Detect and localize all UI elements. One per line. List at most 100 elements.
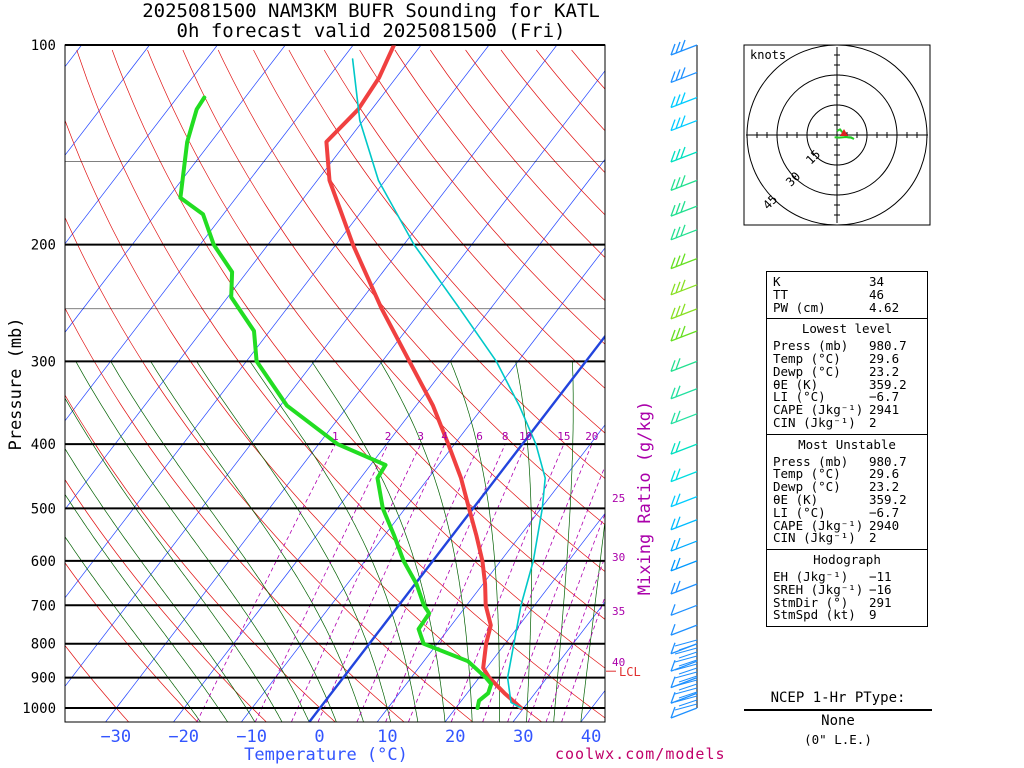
stat-label: Dewp (°C): [773, 479, 841, 495]
most-unstable-section: Most Unstable Press (mb) 980.7 Temp (°C) 29.…: [767, 433, 927, 549]
stat-row: PW (cm) 4.62: [773, 299, 921, 315]
wind-barb: [670, 115, 698, 132]
pressure-tick-label: 1000: [22, 701, 56, 717]
wind-barb-low: [678, 659, 698, 667]
x-axis-label: Temperature (°C): [244, 745, 408, 765]
stat-row: StmSpd (kt) 9: [773, 609, 921, 622]
dry-adiabat-line: [253, 49, 605, 479]
mixing-ratio-side-label: 30: [612, 551, 625, 564]
wind-barb: [670, 39, 698, 56]
stat-row: CAPE (Jkg⁻¹) 2940: [773, 517, 921, 533]
source-credit: coolwx.com/models: [555, 745, 726, 763]
stat-row: Press (mb) 980.7: [773, 453, 921, 469]
wind-barb: [670, 325, 698, 342]
wind-barb: [670, 676, 698, 689]
mixing-ratio-line: [450, 444, 565, 722]
stat-value: 359.2: [869, 376, 907, 392]
dry-adiabat-line: [465, 49, 605, 216]
stat-value: 2940: [869, 517, 900, 533]
stat-label: EH (Jkg⁻¹): [773, 568, 849, 584]
stat-label: Press (mb): [773, 453, 849, 469]
dry-adiabat-line: [147, 49, 605, 620]
stat-row: Temp (°C) 29.6: [773, 468, 921, 481]
mixing-ratio-line: [545, 556, 605, 722]
stat-label: StmDir (°): [773, 594, 849, 610]
stat-label: LI (°C): [773, 389, 826, 405]
stat-value: 980.7: [869, 453, 907, 469]
temperature-tick-label: −20: [168, 727, 199, 747]
stat-label: PW (cm): [773, 299, 826, 315]
hodograph-units-label: knots: [750, 48, 786, 62]
wind-barb: [670, 706, 698, 719]
dry-adiabat-line: [182, 49, 605, 573]
stat-row: TT 46: [773, 288, 921, 302]
stat-value: 359.2: [869, 491, 907, 507]
isotherm-line: [105, 70, 605, 722]
background-grid: [65, 45, 605, 722]
stat-value: 34: [869, 274, 885, 289]
stat-value: 23.2: [869, 363, 900, 379]
stat-label: CAPE (Jkg⁻¹): [773, 517, 864, 533]
mixing-ratio-line: [196, 444, 336, 722]
stat-label: CIN (Jkg⁻¹): [773, 530, 856, 546]
mixing-ratio-line: [527, 512, 605, 722]
wind-barb: [670, 516, 698, 531]
ptype-value: None: [821, 713, 855, 729]
moist-adiabat-line: [150, 361, 364, 722]
stat-label: Temp (°C): [773, 466, 841, 482]
section-header: Hodograph: [813, 552, 881, 568]
stat-value: −16: [869, 581, 892, 597]
stat-value: 2: [869, 414, 877, 430]
dry-adiabat-line: [359, 49, 605, 345]
dry-adiabat-line: [65, 216, 474, 722]
indices-panel: K 34 TT 46 PW (cm) 4.62 Lowest level Press (mb…: [766, 271, 928, 628]
isotherm-line: [65, 45, 286, 333]
wind-barb: [670, 410, 698, 425]
plot-frame: [64, 44, 606, 723]
temperature-profile: [324, 45, 523, 710]
stat-row: LI (°C) −6.7: [773, 391, 921, 404]
dry-adiabat-line: [76, 49, 605, 719]
stat-label: SREH (Jkg⁻¹): [773, 581, 864, 597]
stat-row: CIN (Jkg⁻¹) 2: [773, 532, 921, 545]
moist-adiabat-line: [65, 448, 256, 722]
dry-adiabat-line: [65, 307, 405, 722]
dry-adiabat-line: [65, 479, 267, 722]
mixing-ratio-side-label: 40: [612, 656, 625, 669]
mixing-ratio-tick-label: 1: [332, 430, 339, 443]
wind-barb: [670, 92, 698, 109]
temperature-tick-label: 20: [445, 727, 465, 747]
stat-label: Temp (°C): [773, 350, 841, 366]
moist-adiabat-line: [75, 361, 310, 722]
wind-barb-low: [678, 683, 698, 691]
mixing-ratio-tick-label: 2: [385, 430, 392, 443]
stat-row: LI (°C) −6.7: [773, 506, 921, 520]
pressure-tick-labels: 100 200 300 400 500 600 700 800 900 1000: [22, 38, 56, 717]
storm-motion-marker: [840, 129, 848, 136]
lowest-level-section: Lowest level Press (mb) 980.7 Temp (°C) 29.6…: [767, 318, 927, 433]
pressure-tick-label: 500: [31, 501, 56, 517]
section-header: Most Unstable: [798, 436, 896, 452]
isotherm-line: [65, 45, 218, 245]
moist-adiabat-line: [379, 361, 473, 722]
wind-barb-low: [674, 695, 698, 703]
lcl-marker: LCL: [606, 665, 641, 679]
stat-label: Dewp (°C): [773, 363, 841, 379]
stat-row: CIN (Jkg⁻¹) 2: [773, 414, 921, 430]
temperature-tick-label: 40: [581, 727, 601, 747]
pressure-tick-label: 900: [31, 671, 56, 687]
stability-indices: K 34 TT 46 PW (cm) 4.62: [767, 272, 927, 318]
moist-adiabat-line: [311, 361, 446, 722]
wind-barb-low: [678, 691, 698, 699]
wind-barb: [670, 385, 698, 400]
dry-adiabat-line: [111, 49, 605, 669]
moist-adiabat-line: [65, 397, 283, 722]
mixing-ratio-tick-label: 20: [585, 430, 598, 443]
hodograph-section: Hodograph EH (Jkg⁻¹) −11 SREH (Jkg⁻¹) −16 Stm…: [767, 549, 927, 626]
stat-label: StmSpd (kt): [773, 607, 856, 623]
mixing-ratio-line: [291, 444, 422, 722]
moist-adiabat-line: [580, 518, 605, 722]
chart-title: 2025081500 NAM3KM BUFR Sounding for KATL: [142, 0, 600, 22]
